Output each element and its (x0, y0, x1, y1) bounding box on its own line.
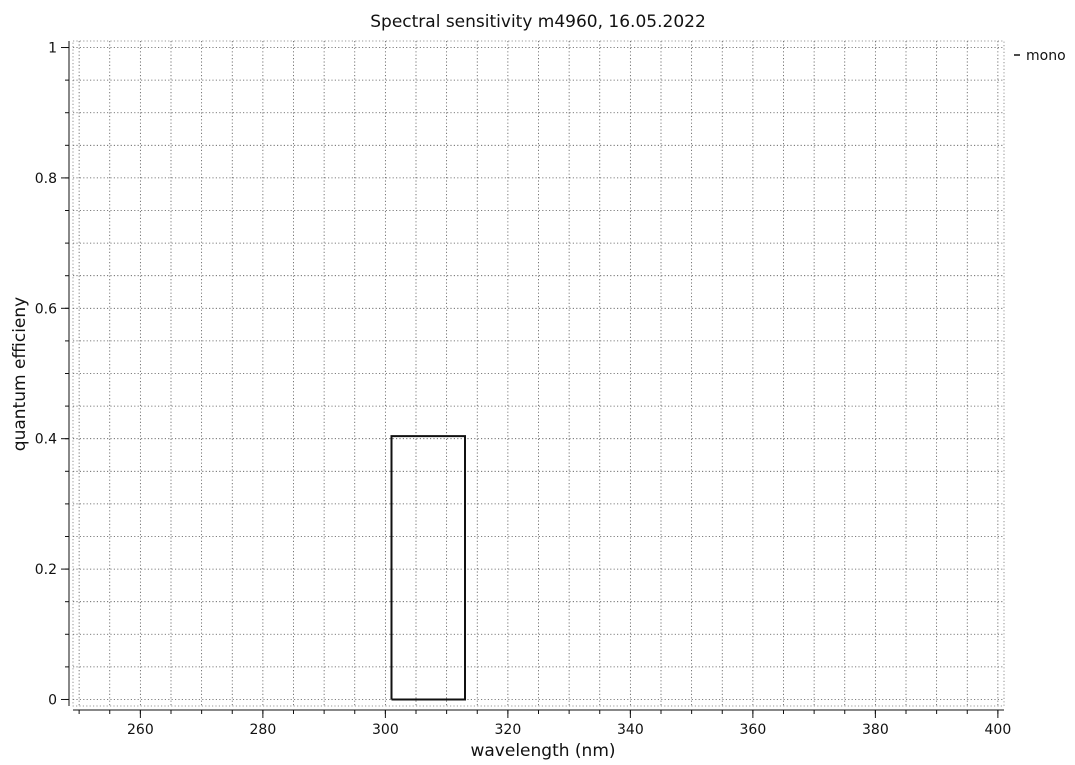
x-tick-label-400: 400 (985, 722, 1012, 738)
x-axis-label: wavelength (nm) (470, 741, 615, 761)
y-axis-label: quantum efficieny (10, 297, 30, 451)
x-tick-label-260: 260 (127, 722, 154, 738)
y-tick-label-0_4: 0.4 (35, 432, 57, 448)
y-tick-label-0_6: 0.6 (35, 301, 57, 317)
x-tick-label-320: 320 (495, 722, 522, 738)
x-tick-label-280: 280 (250, 722, 277, 738)
axis-ticks: 260 280 300 320 340 360 380 400 0 0.2 0.4 0.6 0.8 1 (35, 41, 1012, 738)
legend-label-mono: mono (1026, 48, 1066, 64)
series-layer (390, 435, 466, 701)
y-tick-label-0: 0 (48, 692, 57, 708)
grid-lines (73, 41, 1004, 706)
x-tick-label-300: 300 (372, 722, 399, 738)
x-tick-label-380: 380 (862, 722, 889, 738)
chart-title: Spectral sensitivity m4960, 16.05.2022 (370, 12, 706, 32)
y-tick-label-0_8: 0.8 (35, 171, 57, 187)
y-tick-label-0_2: 0.2 (35, 562, 57, 578)
x-tick-label-360: 360 (740, 722, 767, 738)
plot-frame (72, 40, 1005, 707)
series-line-mono (390, 435, 466, 701)
y-tick-label-1: 1 (48, 41, 57, 57)
legend: mono (1014, 48, 1066, 64)
x-tick-label-340: 340 (617, 722, 644, 738)
